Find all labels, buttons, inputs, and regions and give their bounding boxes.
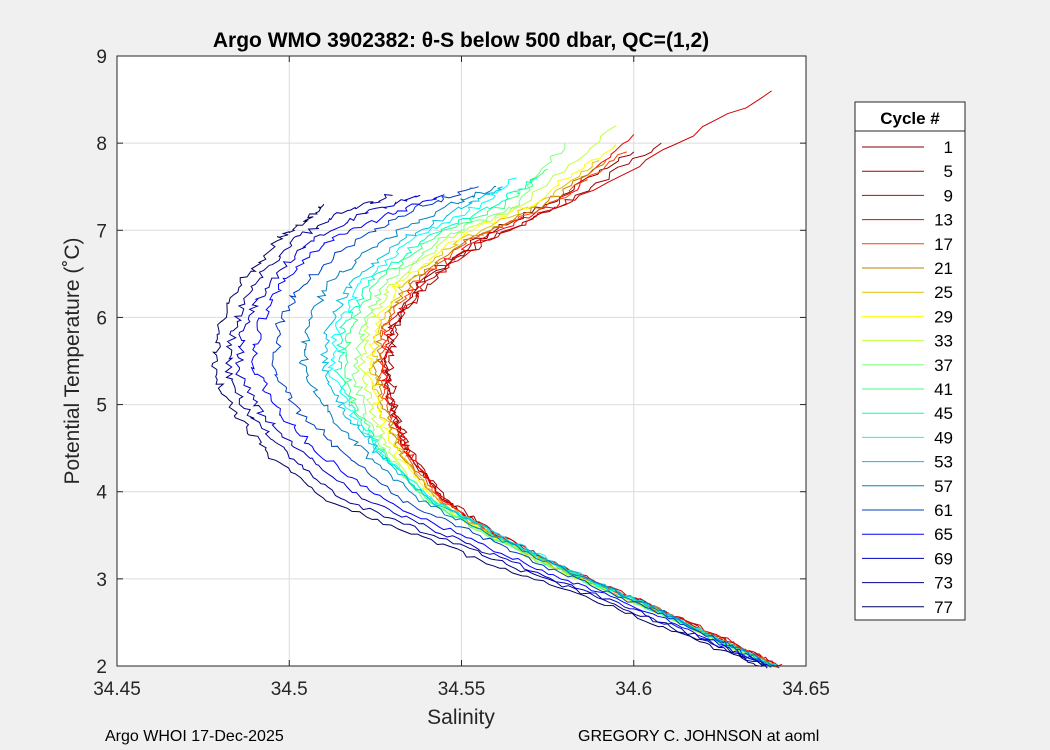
legend-label: 5 (944, 162, 953, 181)
legend-label: 61 (934, 501, 953, 520)
footer-right: GREGORY C. JOHNSON at aoml (578, 728, 819, 745)
legend-label: 25 (934, 283, 953, 302)
series-line-cycle-29 (364, 142, 773, 665)
series-lines (211, 90, 783, 669)
legend-label: 69 (934, 549, 953, 568)
y-tick-label: 9 (96, 47, 107, 68)
series-line-cycle-9 (380, 90, 783, 667)
legend: Cycle # 1 5 9 13 17 21 25 29 33 37 41 45 49 53 57 61 65 6… (854, 101, 966, 621)
legend-label: 77 (934, 598, 953, 617)
legend-title: Cycle # (880, 109, 940, 128)
legend-label: 17 (934, 235, 953, 254)
legend-label: 33 (934, 332, 953, 351)
legend-label: 37 (934, 356, 953, 375)
legend-label: 45 (934, 404, 953, 423)
x-tick-label: 34.55 (438, 679, 486, 700)
legend-label: 49 (934, 428, 953, 447)
series-line-cycle-65 (250, 194, 768, 669)
series-line-cycle-45 (333, 177, 771, 669)
legend-label: 1 (944, 138, 953, 157)
y-axis-label: Potential Temperature (˚C) (61, 237, 84, 484)
legend-label: 73 (934, 574, 953, 593)
legend-items: 1 5 9 13 17 21 25 29 33 37 41 45 49 53 57 61 65 69 73 77 (862, 138, 953, 617)
legend-label: 13 (934, 211, 953, 230)
y-tick-label: 6 (96, 308, 107, 329)
x-tick-label: 34.5 (271, 679, 308, 700)
axis-ticks: 34.45 34.5 34.55 34.6 34.65 2 3 4 5 6 7 8 9 (93, 47, 830, 700)
series-line-cycle-53 (319, 186, 777, 666)
x-tick-label: 34.6 (615, 679, 652, 700)
legend-label: 57 (934, 477, 953, 496)
series-line-cycle-61 (271, 186, 772, 668)
legend-box (854, 101, 966, 621)
legend-label: 9 (944, 186, 953, 205)
series-line-cycle-41 (343, 168, 772, 668)
legend-label: 53 (934, 453, 953, 472)
y-tick-label: 8 (96, 134, 107, 155)
y-tick-label: 7 (96, 221, 107, 242)
series-line-cycle-69 (235, 194, 767, 666)
footer-left: Argo WHOI 17-Dec-2025 (105, 728, 284, 745)
series-line-cycle-77 (211, 203, 763, 667)
chart-title: Argo WMO 3902382: θ-S below 500 dbar, QC… (213, 29, 709, 52)
legend-label: 29 (934, 307, 953, 326)
y-tick-label: 3 (96, 570, 107, 591)
x-tick-label: 34.45 (93, 679, 141, 700)
x-axis-label: Salinity (427, 706, 495, 729)
legend-label: 65 (934, 525, 953, 544)
x-tick-label: 34.65 (782, 679, 830, 700)
y-tick-label: 2 (96, 657, 107, 678)
y-tick-label: 5 (96, 396, 107, 417)
legend-label: 41 (934, 380, 953, 399)
legend-label: 21 (934, 259, 953, 278)
series-line-cycle-73 (224, 194, 767, 666)
y-tick-label: 4 (96, 483, 107, 504)
series-line-cycle-57 (298, 185, 776, 667)
